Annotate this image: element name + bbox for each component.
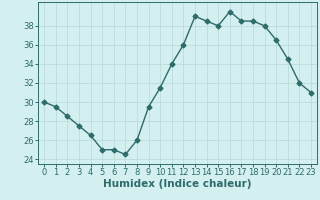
X-axis label: Humidex (Indice chaleur): Humidex (Indice chaleur) — [103, 179, 252, 189]
